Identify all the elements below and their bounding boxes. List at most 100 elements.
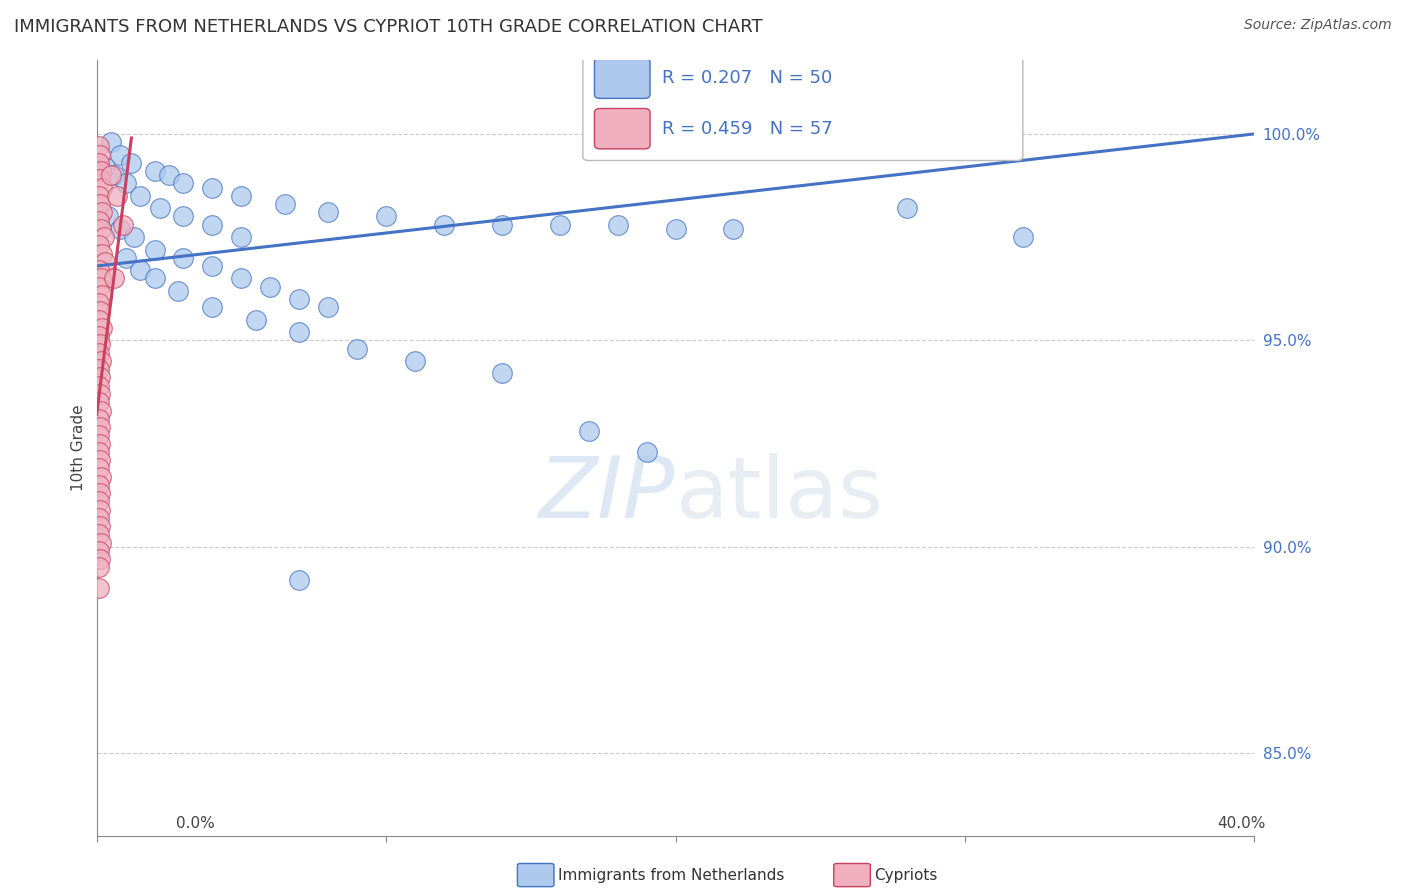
Y-axis label: 10th Grade: 10th Grade <box>72 404 86 491</box>
FancyBboxPatch shape <box>595 58 650 98</box>
Point <box>274 197 297 211</box>
Point <box>491 218 513 232</box>
Point <box>288 573 311 587</box>
Point <box>89 486 111 500</box>
Text: IMMIGRANTS FROM NETHERLANDS VS CYPRIOT 10TH GRADE CORRELATION CHART: IMMIGRANTS FROM NETHERLANDS VS CYPRIOT 1… <box>14 18 762 36</box>
Point <box>97 210 120 224</box>
Point <box>90 246 112 260</box>
Point <box>231 230 253 244</box>
Point <box>87 445 110 459</box>
Point <box>87 312 110 326</box>
Point <box>636 445 658 459</box>
Point <box>105 189 128 203</box>
Point <box>91 288 114 302</box>
Point <box>578 424 600 438</box>
Point <box>87 362 110 376</box>
Point <box>87 189 110 203</box>
Point <box>231 189 253 203</box>
FancyBboxPatch shape <box>595 109 650 149</box>
Text: R = 0.207   N = 50: R = 0.207 N = 50 <box>662 70 832 87</box>
Point <box>114 251 136 265</box>
Point <box>89 502 111 516</box>
Point <box>201 180 224 194</box>
Text: Source: ZipAtlas.com: Source: ZipAtlas.com <box>1244 18 1392 32</box>
Point <box>114 177 136 191</box>
Point <box>90 180 112 194</box>
Point <box>201 259 224 273</box>
Point <box>231 271 253 285</box>
Point <box>404 354 426 368</box>
Point <box>87 139 110 153</box>
Point <box>173 251 195 265</box>
Point <box>94 255 117 269</box>
Point <box>149 201 172 215</box>
Point <box>664 222 686 236</box>
Point <box>87 238 110 252</box>
Point <box>100 135 122 149</box>
Point <box>245 312 267 326</box>
Point <box>129 263 152 277</box>
Point <box>201 301 224 315</box>
Point <box>89 172 111 186</box>
Point <box>90 535 112 549</box>
Point <box>108 222 131 236</box>
Point <box>90 164 112 178</box>
Point <box>87 213 110 227</box>
Point <box>1011 230 1033 244</box>
Point <box>89 519 111 533</box>
Point <box>259 279 281 293</box>
Point <box>87 411 110 425</box>
Text: 0.0%: 0.0% <box>176 816 215 831</box>
Point <box>89 370 111 384</box>
Point <box>87 156 110 170</box>
Point <box>90 403 112 417</box>
Text: Cypriots: Cypriots <box>875 868 938 882</box>
Point <box>173 210 195 224</box>
Point <box>103 168 125 182</box>
Point <box>87 494 110 508</box>
Text: atlas: atlas <box>675 453 883 536</box>
Point <box>87 263 110 277</box>
Point <box>91 205 114 219</box>
Point <box>89 197 111 211</box>
Text: ZIP: ZIP <box>540 453 675 536</box>
Point <box>143 271 166 285</box>
Point <box>723 222 745 236</box>
Point <box>316 205 339 219</box>
Point <box>896 201 918 215</box>
Point <box>87 395 110 409</box>
Point <box>129 189 152 203</box>
Point <box>93 230 115 244</box>
Point <box>120 156 142 170</box>
Point <box>89 337 111 351</box>
Point <box>89 147 111 161</box>
Point <box>90 321 112 335</box>
FancyBboxPatch shape <box>583 13 1022 161</box>
Point <box>87 428 110 442</box>
Point <box>87 329 110 343</box>
Point <box>108 147 131 161</box>
Text: 40.0%: 40.0% <box>1218 816 1265 831</box>
Point <box>87 378 110 392</box>
Point <box>89 420 111 434</box>
Point <box>89 453 111 467</box>
Point <box>548 218 571 232</box>
Point <box>90 222 112 236</box>
Point <box>143 243 166 257</box>
Point <box>90 271 112 285</box>
Point <box>89 304 111 318</box>
Point <box>87 296 110 310</box>
Point <box>111 218 134 232</box>
Point <box>157 168 180 182</box>
Point <box>316 301 339 315</box>
Point <box>87 581 110 595</box>
Point <box>90 354 112 368</box>
Point <box>433 218 456 232</box>
Point <box>288 292 311 306</box>
Point <box>143 164 166 178</box>
Point <box>90 469 112 483</box>
Point <box>87 544 110 558</box>
Point <box>606 218 628 232</box>
Point <box>87 279 110 293</box>
Point <box>87 560 110 574</box>
